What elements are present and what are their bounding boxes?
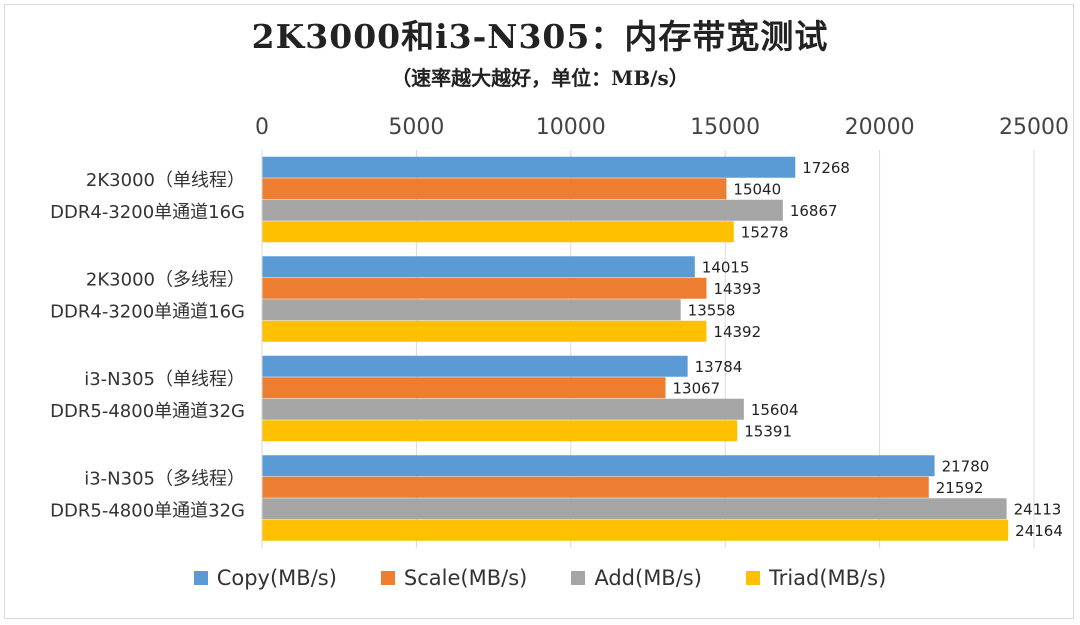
- data-label: 24164: [1015, 522, 1063, 540]
- legend-swatch: [571, 571, 586, 585]
- bar: [262, 355, 688, 377]
- x-tick-label: 0: [255, 115, 269, 140]
- bar: [262, 277, 707, 299]
- category-label: DDR4-3200单通道16G: [50, 301, 245, 322]
- data-label: 15391: [744, 423, 792, 441]
- data-label: 16867: [790, 202, 838, 220]
- legend-item: Triad(MB/s): [745, 566, 887, 590]
- data-label: 24113: [1014, 501, 1062, 519]
- bar: [262, 455, 935, 477]
- data-label: 14393: [713, 280, 761, 298]
- data-label: 14392: [713, 323, 761, 341]
- data-label: 15604: [751, 401, 799, 419]
- bar: [262, 377, 666, 399]
- bar: [262, 519, 1009, 541]
- x-tick-label: 5000: [388, 115, 444, 140]
- legend-item: Copy(MB/s): [193, 566, 337, 590]
- category-label: 2K3000（多线程）: [86, 269, 245, 290]
- data-label: 13067: [673, 380, 721, 398]
- legend-item: Scale(MB/s): [380, 566, 528, 590]
- category-label: DDR5-4800单通道32G: [50, 500, 245, 521]
- chart-frame: [4, 4, 1074, 619]
- legend-swatch: [193, 571, 208, 585]
- bar: [262, 299, 681, 321]
- legend-label: Triad(MB/s): [768, 566, 887, 590]
- x-tick-label: 10000: [536, 115, 606, 140]
- legend-label: Add(MB/s): [594, 566, 702, 590]
- legend: Copy(MB/s) Scale(MB/s) Add(MB/s) Triad(MB/s…: [0, 566, 1080, 590]
- bar: [262, 420, 738, 442]
- category-label: DDR4-3200单通道16G: [50, 202, 245, 223]
- legend-item: Add(MB/s): [571, 566, 702, 590]
- bar: [262, 498, 1007, 520]
- bar: [262, 398, 744, 420]
- x-tick-label: 25000: [999, 115, 1069, 140]
- bar: [262, 221, 734, 243]
- x-tick-label: 20000: [845, 115, 915, 140]
- legend-swatch: [745, 571, 760, 585]
- x-tick-label: 15000: [690, 115, 760, 140]
- chart-title: 2K3000和i3-N305：内存带宽测试: [251, 17, 829, 56]
- data-label: 17268: [802, 159, 850, 177]
- data-label: 15040: [733, 181, 781, 199]
- category-label: i3-N305（单线程）: [84, 369, 245, 390]
- bar: [262, 320, 707, 342]
- bar: [262, 256, 695, 278]
- bar: [262, 476, 929, 498]
- data-label: 13784: [695, 358, 743, 376]
- data-label: 13558: [688, 302, 736, 320]
- chart-subtitle: （速率越大越好，单位：MB/s）: [391, 66, 689, 90]
- data-label: 21780: [942, 458, 990, 476]
- bar: [262, 178, 727, 200]
- data-label: 14015: [702, 259, 750, 277]
- legend-swatch: [380, 571, 395, 585]
- data-label: 21592: [936, 479, 984, 497]
- category-label: DDR5-4800单通道32G: [50, 401, 245, 422]
- data-label: 15278: [741, 224, 789, 242]
- category-label: 2K3000（单线程）: [86, 170, 245, 191]
- bar: [262, 156, 796, 178]
- bar: [262, 199, 783, 221]
- legend-label: Scale(MB/s): [403, 566, 528, 590]
- category-label: i3-N305（多线程）: [84, 468, 245, 489]
- legend-label: Copy(MB/s): [216, 566, 337, 590]
